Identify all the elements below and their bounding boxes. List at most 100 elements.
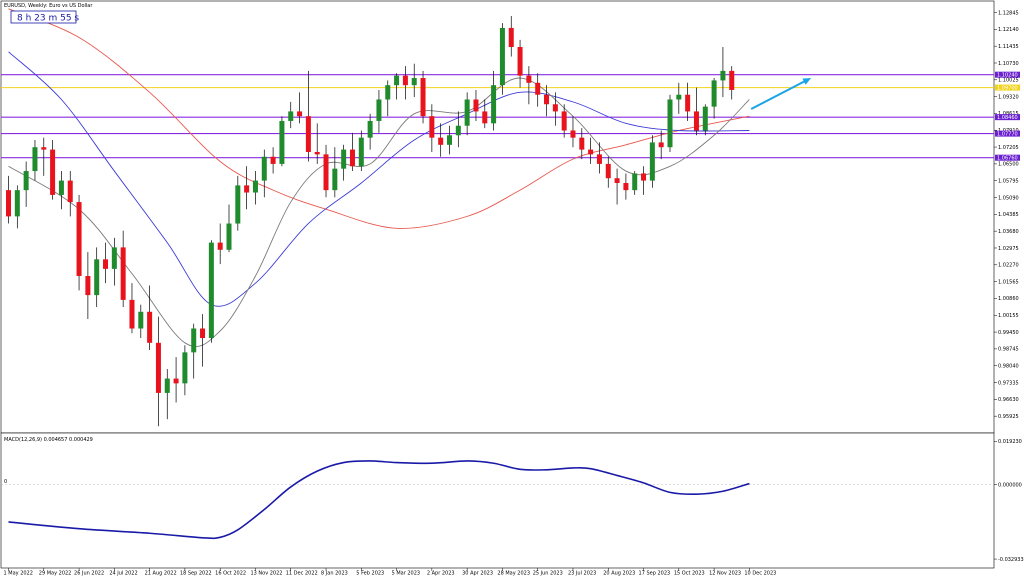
bullish-candle <box>367 120 373 138</box>
bearish-candle <box>155 342 161 393</box>
chart-title: EURUSD, Weekly: Euro vs US Dollar <box>4 3 93 9</box>
bearish-candle <box>217 242 223 250</box>
bearish-candle <box>429 116 435 138</box>
bearish-candle <box>349 149 355 167</box>
trend-arrow-head[interactable] <box>802 78 812 85</box>
time-tick-label: 10 Dec 2023 <box>744 571 776 576</box>
price-tick-label: 0.96630 <box>998 397 1019 403</box>
price-tag-label: 1.10240 <box>997 72 1018 78</box>
time-tick-label: 2 Apr 2023 <box>427 571 455 576</box>
price-tick-label: 1.01565 <box>998 279 1019 285</box>
bullish-candle <box>208 242 214 339</box>
bearish-candle <box>323 154 329 191</box>
bullish-candle <box>411 78 417 86</box>
bullish-candle <box>111 247 117 269</box>
price-tick-label: 1.12140 <box>998 27 1019 33</box>
macd-label: MACD(12,26,9) 0.004657 0.000429 <box>4 437 93 443</box>
bullish-candle <box>376 99 382 121</box>
time-tick-label: 1 May 2022 <box>4 571 33 576</box>
bearish-candle <box>641 173 647 181</box>
bullish-candle <box>464 99 470 126</box>
horizontal-lines <box>1 74 994 159</box>
bearish-candle <box>561 111 567 131</box>
bearish-candle <box>658 142 664 148</box>
time-tick-label: 18 Sep 2022 <box>180 571 212 576</box>
trend-arrow <box>750 78 812 110</box>
time-tick-label: 8 Jan 2023 <box>321 571 348 576</box>
price-tick-label: 1.05795 <box>998 179 1019 185</box>
time-tick-label: 28 May 2023 <box>497 571 530 576</box>
bearish-candle <box>517 47 523 76</box>
bearish-candle <box>129 299 135 329</box>
bearish-candle <box>305 116 311 152</box>
main-plot-frame[interactable] <box>0 0 995 434</box>
bearish-candle <box>596 154 602 164</box>
bullish-candle <box>288 111 294 121</box>
time-tick-label: 30 Apr 2023 <box>462 571 493 576</box>
bullish-candle <box>32 147 38 172</box>
time-tick-label: 13 Nov 2022 <box>250 571 282 576</box>
price-tag <box>995 84 1020 91</box>
bullish-candle <box>649 142 655 181</box>
bearish-candle <box>508 27 514 48</box>
price-tick-label: 0.98745 <box>998 347 1019 353</box>
time-tick-label: 17 Sep 2023 <box>639 571 671 576</box>
bearish-candle <box>41 147 47 150</box>
bullish-candle <box>499 27 505 86</box>
bullish-candle <box>261 156 267 181</box>
bearish-candle <box>685 94 691 112</box>
bearish-candle <box>6 190 11 217</box>
bullish-candle <box>14 190 20 217</box>
bearish-candle <box>147 311 153 343</box>
bullish-candle <box>455 125 461 136</box>
price-tick-label: 1.10025 <box>998 78 1019 84</box>
bullish-candle <box>138 311 144 329</box>
bearish-candle <box>473 99 479 112</box>
time-tick-label: 23 Jul 2023 <box>568 571 596 576</box>
time-tick-label: 26 Jun 2022 <box>74 571 104 576</box>
price-tick-label: 1.00155 <box>998 313 1019 319</box>
bearish-candle <box>67 180 73 203</box>
trend-arrow-shaft[interactable] <box>750 79 808 110</box>
time-tick-label: 24 Jul 2022 <box>109 571 137 576</box>
macd-plot-frame[interactable] <box>0 432 995 569</box>
time-tick-label: 29 May 2022 <box>39 571 72 576</box>
bearish-candle <box>314 151 320 155</box>
bullish-candle <box>632 173 638 191</box>
price-tick-label: 1.02975 <box>998 246 1019 252</box>
price-tick-label: 1.06500 <box>998 162 1019 168</box>
bearish-candle <box>173 378 179 384</box>
bullish-candle <box>447 135 452 145</box>
price-tick-label: 1.07205 <box>998 145 1019 151</box>
bearish-candle <box>579 137 585 150</box>
bearish-candle <box>244 185 250 193</box>
macd-zero-label: 0 <box>4 479 7 485</box>
price-tag <box>995 154 1020 161</box>
bullish-candle <box>702 106 708 131</box>
bearish-candle <box>552 104 558 112</box>
bearish-candle <box>200 328 206 339</box>
price-tick-label: 0.98040 <box>998 364 1019 370</box>
bullish-candle <box>667 99 673 148</box>
bullish-candle <box>252 180 258 193</box>
price-tick-label: 1.09320 <box>998 94 1019 100</box>
macd-tick-label: -0.032933 <box>998 557 1024 563</box>
bearish-candle <box>482 111 488 124</box>
bearish-candle <box>729 70 735 90</box>
bearish-candle <box>270 156 276 164</box>
price-tag-label: 1.07770 <box>997 131 1018 137</box>
price-tag <box>995 71 1020 78</box>
price-tick-label: 1.12845 <box>998 10 1019 16</box>
bearish-candle <box>438 137 444 145</box>
price-tag-label: 1.06760 <box>997 155 1018 161</box>
time-tick-label: 16 Oct 2022 <box>215 571 246 576</box>
bearish-candle <box>420 78 426 117</box>
bearish-candle <box>402 75 408 86</box>
price-tick-label: 1.00860 <box>998 296 1019 302</box>
bullish-candle <box>164 378 170 393</box>
bullish-candle <box>332 168 338 191</box>
price-tag-label: 1.08460 <box>997 115 1018 121</box>
price-tag <box>995 130 1020 137</box>
bullish-candle <box>182 352 188 384</box>
price-tick-label: 1.11435 <box>998 44 1019 50</box>
